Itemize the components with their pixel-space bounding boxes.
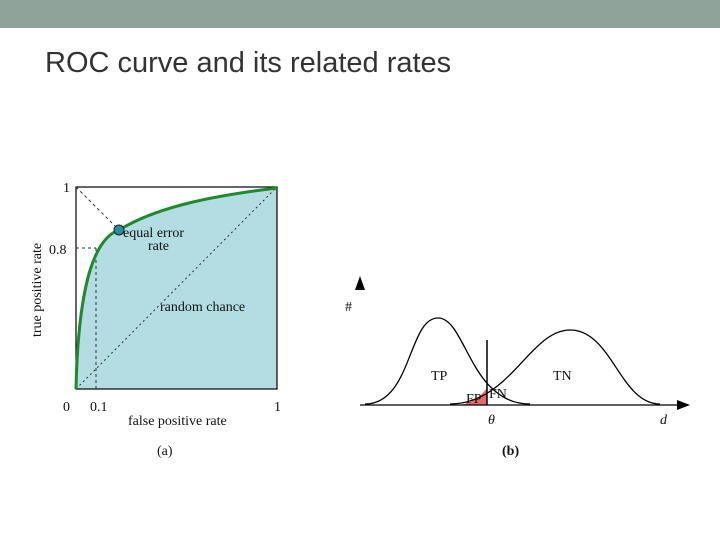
- region-label: FN: [489, 387, 507, 402]
- threshold-label: θ: [488, 413, 495, 428]
- arrow: [677, 400, 690, 410]
- x-tick-label: 1: [274, 400, 281, 415]
- y-axis-label: #: [345, 300, 352, 315]
- x-axis-label: d: [660, 413, 668, 428]
- tn-curve: [449, 329, 661, 405]
- top-bar: [0, 0, 720, 28]
- region-label: TN: [553, 369, 572, 384]
- slide-title: ROC curve and its related rates: [45, 47, 451, 79]
- plot-frame: [75, 186, 278, 390]
- roc-area: [76, 188, 277, 389]
- caption: (a): [157, 444, 173, 459]
- distribution-figure: # d θ TP TN FP FN (b): [345, 276, 690, 459]
- eer-line: [75, 186, 120, 231]
- annotation: rate: [148, 239, 169, 254]
- region-label: FP: [466, 392, 482, 407]
- y-axis-label: true positive rate: [30, 243, 45, 337]
- x-axis-label: false positive rate: [128, 414, 227, 429]
- annotation: random chance: [160, 300, 245, 315]
- arrow: [355, 276, 365, 290]
- annotation: equal error: [123, 226, 184, 241]
- x-tick-label: 0.1: [90, 400, 108, 415]
- tp-curve: [364, 317, 531, 405]
- caption: (b): [502, 444, 519, 459]
- y-tick-label: 0.8: [49, 243, 67, 258]
- region-label: TP: [431, 369, 448, 384]
- y-tick-label: 1: [63, 181, 70, 196]
- eer-point: [113, 224, 125, 236]
- x-tick-label: 0: [63, 400, 70, 415]
- roc-figure: 1 0.8 0 0.1 1 false positive rate true p…: [30, 181, 281, 459]
- fp-region: [455, 388, 487, 405]
